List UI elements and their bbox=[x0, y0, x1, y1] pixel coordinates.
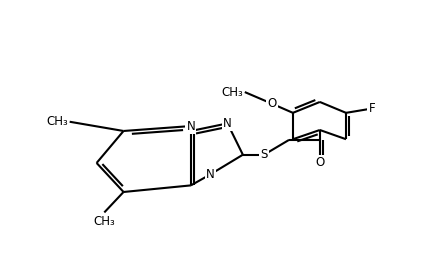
Text: N: N bbox=[187, 119, 195, 133]
Text: CH₃: CH₃ bbox=[46, 115, 68, 128]
Text: F: F bbox=[369, 102, 375, 115]
Text: N: N bbox=[206, 168, 214, 181]
Text: O: O bbox=[267, 97, 276, 110]
Text: CH₃: CH₃ bbox=[93, 215, 115, 228]
Text: S: S bbox=[260, 148, 268, 161]
Text: CH₃: CH₃ bbox=[221, 86, 243, 99]
Text: O: O bbox=[315, 156, 324, 170]
Text: N: N bbox=[223, 117, 232, 130]
